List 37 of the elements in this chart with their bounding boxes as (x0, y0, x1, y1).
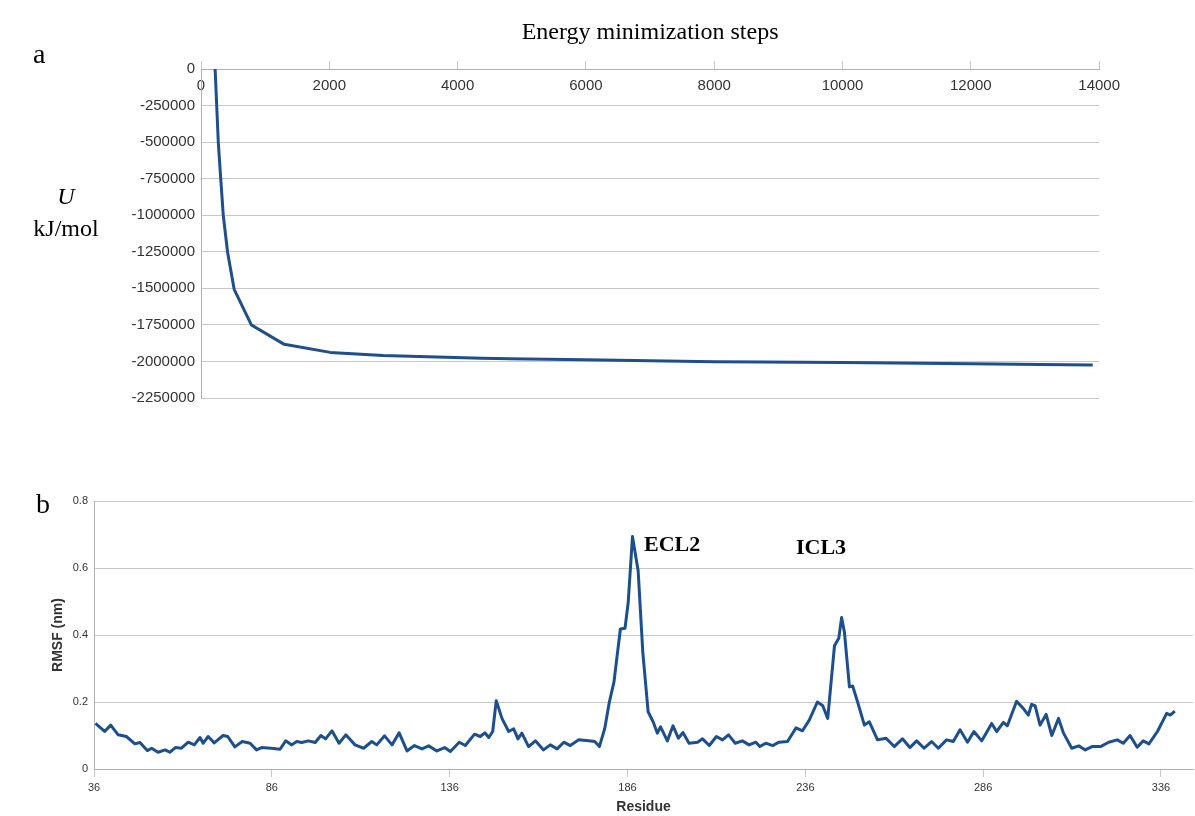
text: b (36, 488, 50, 519)
x-tick-label: 2000 (312, 76, 346, 94)
x-tick-label: 186 (618, 780, 637, 793)
y-tick-label: -2250000 (131, 388, 195, 406)
x-tick-label: 6000 (569, 76, 603, 94)
y-tick-label: -1500000 (131, 278, 195, 296)
y-tick-label: -500000 (139, 132, 195, 150)
annotation: ECL2 (644, 531, 701, 556)
x-tick-label: 12000 (949, 76, 992, 94)
y-tick-label: 0.6 (72, 561, 88, 574)
y-tick-label: -750000 (139, 168, 195, 186)
y-axis-title: U kJ/mol (32, 182, 100, 243)
y-tick-label: -1250000 (131, 241, 195, 259)
y-tick-label: -2000000 (131, 351, 195, 369)
annotation: ICL3 (796, 534, 847, 559)
x-tick-label: 36 (87, 780, 101, 793)
y-tick-label: 0.8 (72, 494, 88, 507)
y-tick-label: 0.2 (72, 695, 88, 708)
x-tick-label: 8000 (697, 76, 731, 94)
y-tick-label: 0.4 (72, 628, 88, 641)
y-tick-label: 0 (186, 59, 195, 77)
x-tick-label: 236 (796, 780, 815, 793)
x-tick-label: 86 (265, 780, 278, 793)
x-tick-label: 4000 (440, 76, 475, 94)
x-tick-label: 336 (1151, 780, 1171, 793)
y-tick-label: 0 (81, 762, 88, 775)
y-axis-title: RMSF (nm) (49, 598, 66, 672)
y-tick-label: -1000000 (131, 205, 195, 223)
x-tick-label: 136 (440, 780, 459, 793)
y-tick-label: -250000 (139, 95, 195, 113)
y-tick-label: -1750000 (131, 315, 195, 333)
x-tick-label: 14000 (1078, 76, 1120, 94)
x-axis-title: Residue (616, 798, 671, 815)
x-tick-label: 10000 (821, 76, 864, 94)
x-axis-title: Energy minimization steps (521, 17, 779, 44)
text: a (33, 38, 46, 69)
x-tick-label: 286 (973, 780, 993, 793)
